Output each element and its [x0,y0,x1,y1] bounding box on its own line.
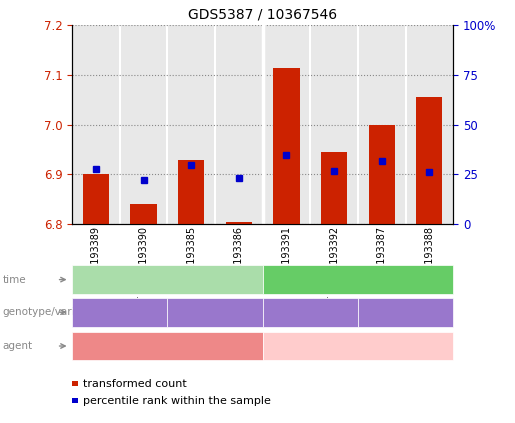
Title: GDS5387 / 10367546: GDS5387 / 10367546 [188,8,337,22]
Bar [321,152,347,224]
Bar [310,25,358,224]
Bar [358,25,405,224]
Text: control: control [202,308,228,317]
Bar [369,125,395,224]
Text: percentile rank within the sample: percentile rank within the sample [83,396,271,406]
Text: untreated: untreated [140,341,195,351]
Bar [226,222,252,224]
Bar [416,97,442,224]
Text: hour 8: hour 8 [338,273,378,286]
Text: transforming growth factor β: transforming growth factor β [277,341,439,351]
Bar [130,204,157,224]
Bar [215,25,263,224]
Bar [119,25,167,224]
Bar [405,25,453,224]
Text: overexpressing
major satellite
sequences: overexpressing major satellite sequences [91,297,149,327]
Text: hour 0: hour 0 [147,273,187,286]
Text: overexpressing
major satellite
sequences: overexpressing major satellite sequences [281,297,339,327]
Bar [358,298,453,327]
Bar [263,332,453,360]
Bar [83,174,109,224]
Bar [72,265,263,294]
Bar [167,25,215,224]
Bar [72,332,263,360]
Bar [263,25,310,224]
Bar [72,381,78,386]
Text: time: time [3,275,26,285]
Bar [263,265,453,294]
Text: genotype/variation: genotype/variation [3,307,101,317]
Bar [72,298,167,327]
Bar [273,68,300,224]
Bar [72,25,119,224]
Bar [72,398,78,403]
Text: agent: agent [3,341,32,351]
Text: transformed count: transformed count [83,379,187,389]
Bar [178,159,204,224]
Bar [167,298,263,327]
Bar [263,298,358,327]
Text: control: control [392,308,419,317]
